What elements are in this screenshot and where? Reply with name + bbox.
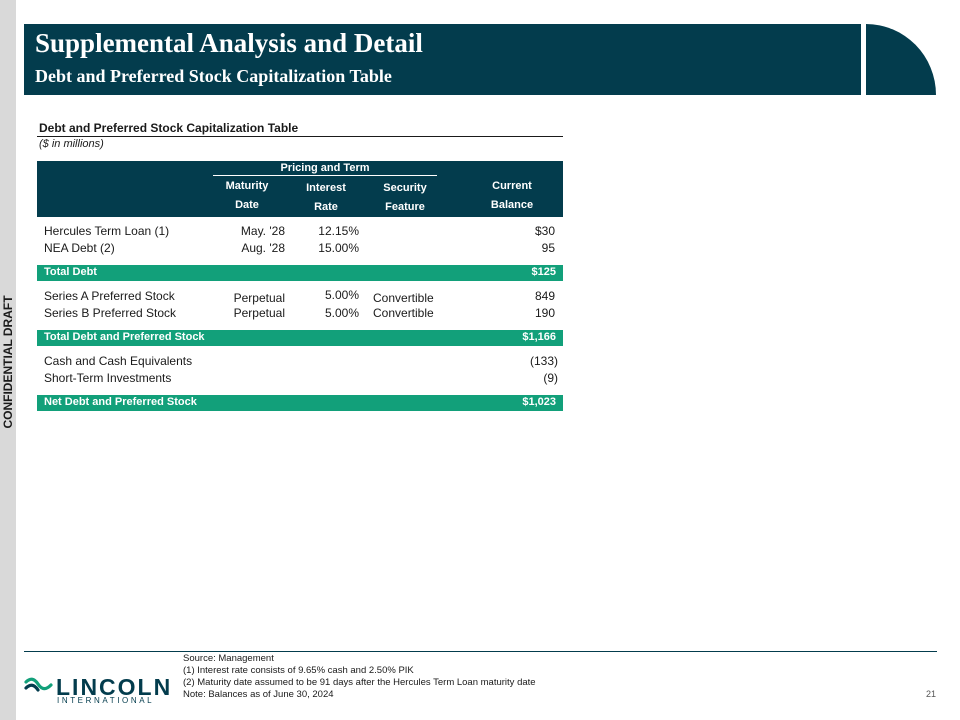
row-rate: 5.00% bbox=[324, 306, 359, 320]
group-header-label: Pricing and Term bbox=[280, 162, 370, 174]
logo-subtitle: INTERNATIONAL bbox=[57, 696, 155, 705]
row-maturity: Perpetual bbox=[233, 306, 285, 320]
row-feature: Convertible bbox=[373, 306, 434, 320]
footnote: Source: Management bbox=[183, 653, 274, 664]
row-name: Short-Term Investments bbox=[44, 371, 172, 385]
table-header: Pricing and Term Maturity Date Interest Ra… bbox=[37, 161, 563, 217]
net-total-bar: Net Debt and Preferred Stock $1,023 bbox=[37, 395, 563, 411]
row-balance: $30 bbox=[534, 224, 555, 238]
row-feature: Convertible bbox=[373, 291, 434, 305]
row-maturity: May. '28 bbox=[240, 224, 285, 238]
page-title: Supplemental Analysis and Detail bbox=[35, 28, 423, 58]
footnote: Note: Balances as of June 30, 2024 bbox=[183, 689, 334, 700]
total-value: $125 bbox=[531, 266, 556, 278]
row-balance: 95 bbox=[541, 241, 555, 255]
row-rate: 12.15% bbox=[318, 224, 359, 238]
col-current-balance: Current Balance bbox=[490, 180, 534, 211]
total-value: $1,166 bbox=[522, 331, 556, 343]
corner-shape bbox=[866, 24, 936, 95]
footer-rule bbox=[24, 651, 937, 652]
total-value: $1,023 bbox=[522, 396, 556, 408]
total-debt-preferred-bar: Total Debt and Preferred Stock $1,166 bbox=[37, 330, 563, 346]
row-balance: (133) bbox=[529, 354, 558, 368]
row-rate: 15.00% bbox=[318, 241, 359, 255]
table-title: Debt and Preferred Stock Capitalization … bbox=[39, 121, 299, 135]
total-debt-bar: Total Debt $125 bbox=[37, 265, 563, 281]
lincoln-logo-icon bbox=[24, 677, 53, 692]
row-maturity: Perpetual bbox=[233, 291, 285, 305]
row-name: Hercules Term Loan (1) bbox=[44, 224, 170, 238]
row-balance: (9) bbox=[543, 371, 558, 385]
col-maturity-date: Maturity Date bbox=[225, 180, 269, 211]
footnote: (1) Interest rate consists of 9.65% cash… bbox=[183, 665, 414, 676]
row-balance: 849 bbox=[534, 289, 555, 303]
table-units: ($ in millions) bbox=[39, 138, 104, 150]
row-balance: 190 bbox=[534, 306, 555, 320]
row-rate: 5.00% bbox=[324, 288, 359, 302]
logo-wordmark: LINCOLN bbox=[56, 674, 173, 700]
row-name: Cash and Cash Equivalents bbox=[44, 354, 193, 368]
footnote: (2) Maturity date assumed to be 91 days … bbox=[183, 677, 536, 688]
group-header-rule bbox=[213, 175, 437, 176]
total-label: Total Debt bbox=[44, 266, 97, 278]
page-number: 21 bbox=[925, 689, 936, 699]
side-strip bbox=[0, 0, 16, 720]
col-interest-rate: Interest Rate bbox=[306, 182, 346, 213]
total-label: Net Debt and Preferred Stock bbox=[44, 396, 197, 408]
table-title-rule bbox=[37, 136, 563, 137]
header-bar: Supplemental Analysis and Detail Debt an… bbox=[24, 24, 861, 95]
footnotes: Source: Management (1) Interest rate con… bbox=[183, 653, 536, 701]
row-maturity: Aug. '28 bbox=[241, 241, 285, 255]
col-security-feature: Security Feature bbox=[383, 182, 427, 213]
row-name: Series A Preferred Stock bbox=[44, 289, 175, 303]
total-label: Total Debt and Preferred Stock bbox=[44, 331, 205, 343]
row-name: Series B Preferred Stock bbox=[44, 306, 177, 320]
row-name: NEA Debt (2) bbox=[44, 241, 115, 255]
page-subtitle: Debt and Preferred Stock Capitalization … bbox=[35, 66, 392, 86]
confidential-label: CONFIDENTIAL DRAFT bbox=[1, 295, 15, 429]
